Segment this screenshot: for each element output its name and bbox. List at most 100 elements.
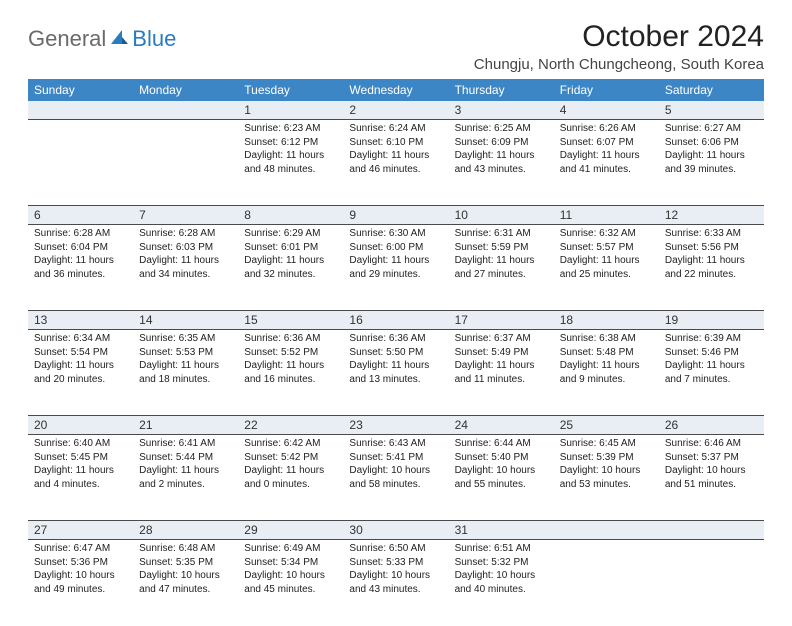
day-number-cell: 13 (28, 311, 133, 330)
daylight-line: Daylight: 10 hours and 58 minutes. (349, 464, 442, 491)
sunrise-line: Sunrise: 6:45 AM (560, 437, 653, 451)
calendar-body: 12345Sunrise: 6:23 AMSunset: 6:12 PMDayl… (28, 101, 764, 626)
calendar-table: Sunday Monday Tuesday Wednesday Thursday… (28, 79, 764, 626)
day-number-cell: 20 (28, 416, 133, 435)
daylight-line: Daylight: 11 hours and 4 minutes. (34, 464, 127, 491)
weekday-monday: Monday (133, 79, 238, 101)
logo-sail-icon (109, 28, 129, 51)
day-number-cell: 31 (449, 521, 554, 540)
day-cell: Sunrise: 6:23 AMSunset: 6:12 PMDaylight:… (238, 120, 343, 206)
sunrise-line: Sunrise: 6:39 AM (665, 332, 758, 346)
day-number-cell: 23 (343, 416, 448, 435)
sunset-line: Sunset: 5:44 PM (139, 451, 232, 465)
sunrise-line: Sunrise: 6:44 AM (455, 437, 548, 451)
sunrise-line: Sunrise: 6:32 AM (560, 227, 653, 241)
sunset-line: Sunset: 5:37 PM (665, 451, 758, 465)
sunrise-line: Sunrise: 6:30 AM (349, 227, 442, 241)
sunrise-line: Sunrise: 6:36 AM (349, 332, 442, 346)
day-content: Sunrise: 6:47 AMSunset: 5:36 PMDaylight:… (28, 540, 133, 600)
day-cell: Sunrise: 6:32 AMSunset: 5:57 PMDaylight:… (554, 225, 659, 311)
weekday-wednesday: Wednesday (343, 79, 448, 101)
sunset-line: Sunset: 6:03 PM (139, 241, 232, 255)
sunset-line: Sunset: 5:39 PM (560, 451, 653, 465)
sunset-line: Sunset: 5:48 PM (560, 346, 653, 360)
daylight-line: Daylight: 11 hours and 27 minutes. (455, 254, 548, 281)
day-content: Sunrise: 6:42 AMSunset: 5:42 PMDaylight:… (238, 435, 343, 495)
sunrise-line: Sunrise: 6:41 AM (139, 437, 232, 451)
daylight-line: Daylight: 10 hours and 47 minutes. (139, 569, 232, 596)
day-cell: Sunrise: 6:47 AMSunset: 5:36 PMDaylight:… (28, 540, 133, 626)
day-content: Sunrise: 6:29 AMSunset: 6:01 PMDaylight:… (238, 225, 343, 285)
day-cell: Sunrise: 6:30 AMSunset: 6:00 PMDaylight:… (343, 225, 448, 311)
sunrise-line: Sunrise: 6:48 AM (139, 542, 232, 556)
weekday-header-row: Sunday Monday Tuesday Wednesday Thursday… (28, 79, 764, 101)
week-row: Sunrise: 6:34 AMSunset: 5:54 PMDaylight:… (28, 330, 764, 416)
sunrise-line: Sunrise: 6:28 AM (34, 227, 127, 241)
sunset-line: Sunset: 6:12 PM (244, 136, 337, 150)
day-number-cell: 3 (449, 101, 554, 120)
day-number-cell (554, 521, 659, 540)
day-cell: Sunrise: 6:39 AMSunset: 5:46 PMDaylight:… (659, 330, 764, 416)
sunset-line: Sunset: 5:50 PM (349, 346, 442, 360)
daylight-line: Daylight: 10 hours and 40 minutes. (455, 569, 548, 596)
day-cell: Sunrise: 6:37 AMSunset: 5:49 PMDaylight:… (449, 330, 554, 416)
day-cell: Sunrise: 6:24 AMSunset: 6:10 PMDaylight:… (343, 120, 448, 206)
daylight-line: Daylight: 11 hours and 9 minutes. (560, 359, 653, 386)
day-number-cell: 6 (28, 206, 133, 225)
day-content: Sunrise: 6:36 AMSunset: 5:50 PMDaylight:… (343, 330, 448, 390)
sunset-line: Sunset: 5:52 PM (244, 346, 337, 360)
week-row: Sunrise: 6:28 AMSunset: 6:04 PMDaylight:… (28, 225, 764, 311)
day-content: Sunrise: 6:44 AMSunset: 5:40 PMDaylight:… (449, 435, 554, 495)
daylight-line: Daylight: 11 hours and 36 minutes. (34, 254, 127, 281)
daylight-line: Daylight: 11 hours and 29 minutes. (349, 254, 442, 281)
day-number-cell: 8 (238, 206, 343, 225)
day-number-cell: 4 (554, 101, 659, 120)
day-content: Sunrise: 6:30 AMSunset: 6:00 PMDaylight:… (343, 225, 448, 285)
day-number-cell: 25 (554, 416, 659, 435)
sunrise-line: Sunrise: 6:38 AM (560, 332, 653, 346)
sunrise-line: Sunrise: 6:51 AM (455, 542, 548, 556)
day-content: Sunrise: 6:50 AMSunset: 5:33 PMDaylight:… (343, 540, 448, 600)
day-number-row: 20212223242526 (28, 416, 764, 435)
daylight-line: Daylight: 10 hours and 53 minutes. (560, 464, 653, 491)
daylight-line: Daylight: 10 hours and 43 minutes. (349, 569, 442, 596)
title-block: October 2024 Chungju, North Chungcheong,… (474, 20, 764, 73)
day-number-cell: 28 (133, 521, 238, 540)
day-content: Sunrise: 6:35 AMSunset: 5:53 PMDaylight:… (133, 330, 238, 390)
sunrise-line: Sunrise: 6:36 AM (244, 332, 337, 346)
day-cell: Sunrise: 6:36 AMSunset: 5:50 PMDaylight:… (343, 330, 448, 416)
day-cell: Sunrise: 6:48 AMSunset: 5:35 PMDaylight:… (133, 540, 238, 626)
day-number-cell: 11 (554, 206, 659, 225)
sunset-line: Sunset: 5:53 PM (139, 346, 232, 360)
day-content: Sunrise: 6:46 AMSunset: 5:37 PMDaylight:… (659, 435, 764, 495)
day-cell (659, 540, 764, 626)
day-cell (554, 540, 659, 626)
sunset-line: Sunset: 6:04 PM (34, 241, 127, 255)
weekday-saturday: Saturday (659, 79, 764, 101)
daylight-line: Daylight: 11 hours and 41 minutes. (560, 149, 653, 176)
day-content: Sunrise: 6:23 AMSunset: 6:12 PMDaylight:… (238, 120, 343, 180)
day-cell: Sunrise: 6:38 AMSunset: 5:48 PMDaylight:… (554, 330, 659, 416)
sunrise-line: Sunrise: 6:37 AM (455, 332, 548, 346)
day-cell: Sunrise: 6:42 AMSunset: 5:42 PMDaylight:… (238, 435, 343, 521)
daylight-line: Daylight: 11 hours and 46 minutes. (349, 149, 442, 176)
sunrise-line: Sunrise: 6:43 AM (349, 437, 442, 451)
day-content: Sunrise: 6:31 AMSunset: 5:59 PMDaylight:… (449, 225, 554, 285)
day-cell: Sunrise: 6:45 AMSunset: 5:39 PMDaylight:… (554, 435, 659, 521)
day-cell: Sunrise: 6:34 AMSunset: 5:54 PMDaylight:… (28, 330, 133, 416)
daylight-line: Daylight: 11 hours and 39 minutes. (665, 149, 758, 176)
day-content: Sunrise: 6:49 AMSunset: 5:34 PMDaylight:… (238, 540, 343, 600)
day-content: Sunrise: 6:43 AMSunset: 5:41 PMDaylight:… (343, 435, 448, 495)
day-number-row: 2728293031 (28, 521, 764, 540)
day-number-cell: 1 (238, 101, 343, 120)
day-content: Sunrise: 6:32 AMSunset: 5:57 PMDaylight:… (554, 225, 659, 285)
day-number-cell: 14 (133, 311, 238, 330)
daylight-line: Daylight: 10 hours and 51 minutes. (665, 464, 758, 491)
sunrise-line: Sunrise: 6:42 AM (244, 437, 337, 451)
day-number-row: 12345 (28, 101, 764, 120)
logo: General Blue (28, 20, 176, 52)
sunrise-line: Sunrise: 6:46 AM (665, 437, 758, 451)
day-number-cell: 22 (238, 416, 343, 435)
sunset-line: Sunset: 5:40 PM (455, 451, 548, 465)
day-number-cell: 7 (133, 206, 238, 225)
